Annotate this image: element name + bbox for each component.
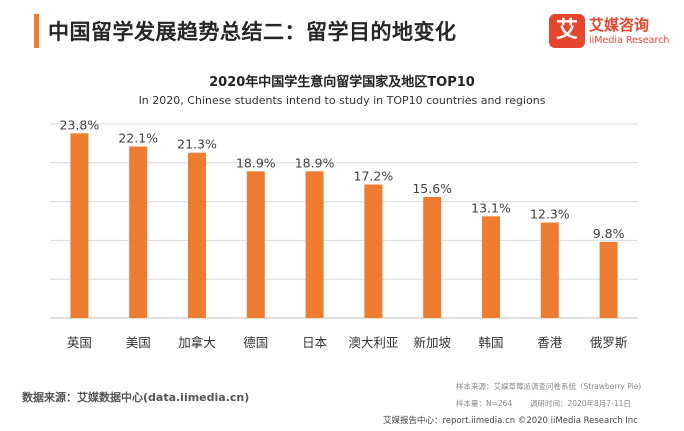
category-label: 新加坡	[413, 335, 451, 350]
bar-value-label: 23.8%	[60, 117, 100, 132]
category-label: 美国	[126, 335, 151, 350]
bar-value-label: 21.3%	[177, 137, 217, 152]
bar-value-label: 18.9%	[236, 155, 276, 170]
chart-subtitle: In 2020, Chinese students intend to stud…	[138, 94, 546, 107]
bar	[246, 171, 265, 318]
copyright-bar: 艾媒报告中心：report.iimedia.cn ©2020 iiMedia R…	[0, 410, 684, 431]
bar-value-label: 9.8%	[593, 226, 625, 241]
category-label: 加拿大	[178, 335, 216, 350]
category-label: 香港	[537, 335, 563, 350]
brand-name: 艾媒咨询	[589, 16, 650, 34]
category-label: 日本	[302, 335, 328, 350]
data-source: 数据来源：艾媒数据中心(data.iimedia.cn)	[22, 391, 250, 404]
bar	[70, 133, 89, 318]
bar-value-label: 17.2%	[354, 169, 394, 184]
copyright-text: 艾媒报告中心：report.iimedia.cn ©2020 iiMedia R…	[383, 416, 638, 426]
category-label: 俄罗斯	[590, 335, 628, 350]
brand: 艾 艾媒咨询 iiMedia Research	[549, 12, 669, 52]
bar-value-label: 12.3%	[530, 207, 570, 222]
bar	[482, 216, 500, 318]
bar	[188, 152, 206, 318]
bar	[540, 222, 559, 318]
page-title: 中国留学发展趋势总结二：留学目的地变化	[48, 20, 457, 44]
category-label: 英国	[67, 335, 92, 350]
category-label: 澳大利亚	[348, 335, 398, 350]
brand-subtitle: iiMedia Research	[589, 35, 670, 46]
bar	[129, 146, 148, 318]
bar	[599, 241, 618, 318]
bar	[305, 171, 324, 318]
chart-title: 2020年中国学生意向留学国家及地区TOP10	[209, 75, 475, 90]
bar-value-label: 15.6%	[412, 181, 452, 196]
bar-value-label: 13.1%	[471, 200, 511, 215]
category-label: 韩国	[478, 335, 503, 350]
survey-time: 调研时间：2020年8月7-11日	[530, 399, 631, 408]
bar	[364, 184, 383, 318]
bar-value-label: 18.9%	[295, 155, 335, 170]
bar	[423, 196, 442, 318]
sample-source: 样本来源：艾媒草莓派调查问卷系统（Strawberry Pie)	[456, 382, 642, 391]
brand-logo-icon: 艾	[549, 14, 585, 48]
sample-size: 样本量：N=264	[456, 399, 513, 408]
header: 中国留学发展趋势总结二：留学目的地变化 艾 艾媒咨询 iiMedia Resea…	[0, 0, 684, 62]
category-label: 德国	[243, 335, 268, 350]
bar-value-label: 22.1%	[118, 131, 158, 146]
title-accent-bar	[34, 14, 39, 48]
